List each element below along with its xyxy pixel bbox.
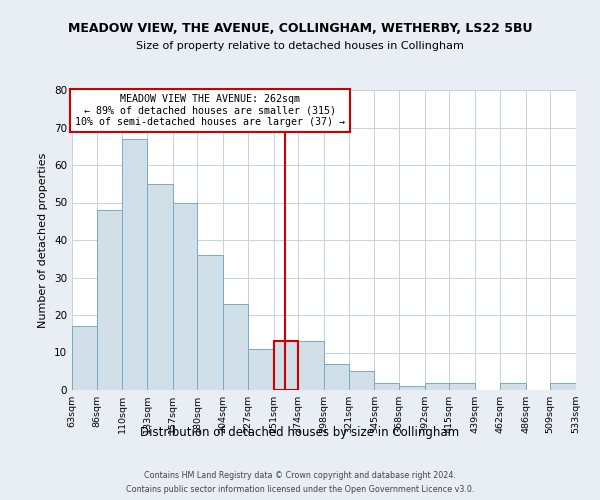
Text: Contains public sector information licensed under the Open Government Licence v3: Contains public sector information licen… bbox=[126, 486, 474, 494]
Bar bbox=[449, 382, 475, 390]
Text: MEADOW VIEW THE AVENUE: 262sqm
← 89% of detached houses are smaller (315)
10% of: MEADOW VIEW THE AVENUE: 262sqm ← 89% of … bbox=[76, 94, 346, 127]
Bar bbox=[274, 341, 298, 390]
Bar bbox=[122, 138, 147, 390]
Bar bbox=[147, 184, 173, 390]
Bar bbox=[349, 371, 374, 390]
Bar bbox=[425, 382, 449, 390]
Bar bbox=[197, 255, 223, 390]
Bar bbox=[298, 341, 324, 390]
Bar bbox=[500, 382, 526, 390]
Bar bbox=[399, 386, 425, 390]
Bar bbox=[223, 304, 248, 390]
Bar bbox=[374, 382, 399, 390]
Text: MEADOW VIEW, THE AVENUE, COLLINGHAM, WETHERBY, LS22 5BU: MEADOW VIEW, THE AVENUE, COLLINGHAM, WET… bbox=[68, 22, 532, 36]
Bar bbox=[550, 382, 576, 390]
Bar bbox=[72, 326, 97, 390]
Bar bbox=[173, 202, 197, 390]
Bar bbox=[274, 341, 298, 390]
Y-axis label: Number of detached properties: Number of detached properties bbox=[38, 152, 49, 328]
Bar bbox=[324, 364, 349, 390]
Text: Distribution of detached houses by size in Collingham: Distribution of detached houses by size … bbox=[140, 426, 460, 439]
Text: Size of property relative to detached houses in Collingham: Size of property relative to detached ho… bbox=[136, 41, 464, 51]
Bar bbox=[97, 210, 122, 390]
Bar bbox=[248, 349, 274, 390]
Text: Contains HM Land Registry data © Crown copyright and database right 2024.: Contains HM Land Registry data © Crown c… bbox=[144, 472, 456, 480]
